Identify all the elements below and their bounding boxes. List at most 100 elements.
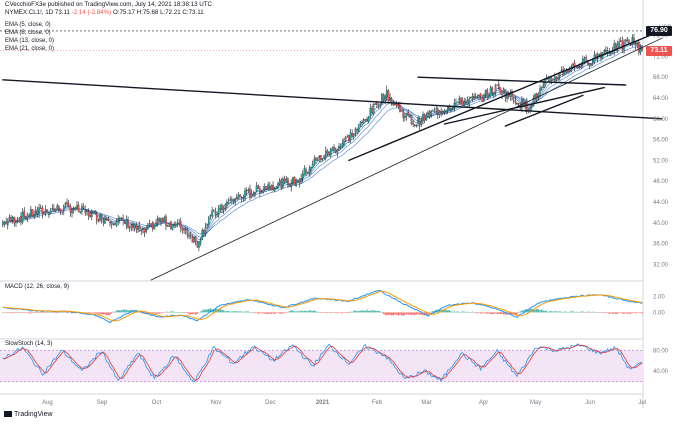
candle xyxy=(3,220,6,228)
macd-histogram-bar xyxy=(527,309,530,313)
candle xyxy=(484,89,487,99)
candle-body xyxy=(38,207,40,215)
macd-histogram-bar xyxy=(349,311,352,313)
candle xyxy=(568,66,571,73)
candle-body xyxy=(234,198,236,203)
macd-histogram-bar xyxy=(374,310,376,313)
macd-histogram-bar xyxy=(592,311,594,313)
candle-body xyxy=(203,230,205,234)
candle xyxy=(341,138,344,149)
candle xyxy=(366,116,368,122)
ema-21-line xyxy=(2,46,643,235)
candle-body xyxy=(496,84,498,86)
candle xyxy=(138,221,141,232)
macd-histogram-bar xyxy=(229,311,231,313)
macd-histogram-bar xyxy=(198,312,200,313)
candle xyxy=(468,96,470,109)
candle-body xyxy=(473,95,475,99)
candle xyxy=(412,120,414,128)
macd-histogram-bar xyxy=(226,311,228,313)
candle xyxy=(170,220,172,230)
candle xyxy=(77,201,80,213)
candle xyxy=(33,210,35,220)
candle xyxy=(62,204,65,216)
stoch-label[interactable]: SlowStoch (14, 3) xyxy=(5,341,53,347)
candle-body xyxy=(313,159,316,165)
macd-histogram-bar xyxy=(163,312,166,313)
macd-histogram-bar xyxy=(593,311,596,313)
ema-13-label[interactable]: EMA (13, close, 0) xyxy=(5,38,55,44)
candle xyxy=(147,222,149,231)
macd-histogram-bar xyxy=(550,311,553,313)
macd-histogram-bar xyxy=(318,312,320,313)
candle xyxy=(585,54,587,62)
candle-body xyxy=(305,169,307,173)
macd-histogram-bar xyxy=(107,312,109,315)
macd-histogram-bar xyxy=(529,308,531,313)
macd-histogram-bar xyxy=(155,312,157,315)
candle-body xyxy=(483,94,485,101)
candle xyxy=(216,211,218,217)
time-tick-label: Mar xyxy=(421,400,431,406)
tradingview-brand: TradingView xyxy=(14,411,53,418)
candle xyxy=(188,232,190,240)
macd-histogram-bar xyxy=(514,312,516,315)
macd-histogram-bar xyxy=(562,311,564,313)
candle xyxy=(189,232,192,239)
macd-histogram-bar xyxy=(438,309,441,313)
candle-body xyxy=(194,236,197,242)
macd-histogram-bar xyxy=(175,312,177,313)
candle xyxy=(293,176,296,186)
candle xyxy=(270,184,273,191)
ema-21-label[interactable]: EMA (21, close, 0) xyxy=(5,46,55,52)
candle-body xyxy=(301,173,304,179)
candle xyxy=(328,150,330,157)
macd-histogram-bar xyxy=(249,312,251,313)
tradingview-logo[interactable]: TradingView xyxy=(4,411,53,418)
candle-body xyxy=(282,178,284,188)
candle-body xyxy=(638,42,640,53)
ema-5-label[interactable]: EMA (5, close, 0) xyxy=(5,22,51,28)
macd-histogram-bar xyxy=(453,311,456,313)
candle-body xyxy=(13,216,16,224)
trendline xyxy=(443,86,605,125)
candle xyxy=(634,41,637,51)
macd-histogram-bar xyxy=(356,311,358,313)
macd-histogram-bar xyxy=(259,312,261,314)
candle-body xyxy=(39,207,42,209)
candle xyxy=(618,38,620,48)
candle-body xyxy=(283,178,286,181)
candle xyxy=(236,193,238,200)
candle-body xyxy=(71,209,73,214)
candle-body xyxy=(479,93,482,97)
candle-body xyxy=(341,143,344,147)
candle-body xyxy=(211,210,213,216)
candle xyxy=(135,222,138,234)
candle-body xyxy=(166,225,169,227)
candle-body xyxy=(74,206,77,211)
candle xyxy=(66,198,68,207)
candle xyxy=(316,157,319,161)
candle xyxy=(631,34,634,47)
candle xyxy=(105,217,108,221)
candle-body xyxy=(344,137,347,142)
macd-label[interactable]: MACD (12, 26, close, 9) xyxy=(5,284,70,290)
candle-body xyxy=(257,185,260,189)
candle-body xyxy=(273,188,276,192)
macd-histogram-bar xyxy=(404,312,406,316)
macd-histogram-bar xyxy=(331,312,334,313)
ema-8-label[interactable]: EMA (8, close, 0) xyxy=(5,30,51,36)
candle-body xyxy=(293,176,296,185)
macd-histogram-bar xyxy=(66,312,68,313)
candle-body xyxy=(334,149,337,153)
candle-body xyxy=(290,183,292,188)
candle-body xyxy=(133,224,136,229)
candle xyxy=(432,109,434,112)
time-tick-label: Jul xyxy=(638,400,646,406)
macd-histogram-bar xyxy=(544,310,546,313)
candle-body xyxy=(420,121,423,125)
last-price-badge: 73.11 xyxy=(646,45,672,56)
candle-body xyxy=(461,100,464,106)
candle-body xyxy=(28,215,30,217)
